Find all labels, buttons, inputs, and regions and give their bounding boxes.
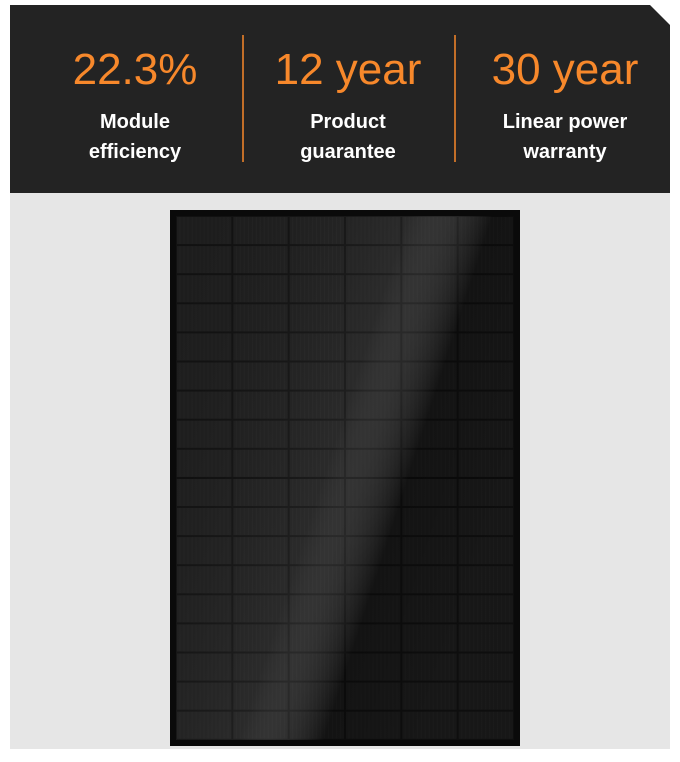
stat-label: warranty <box>522 141 607 163</box>
graphic: 22.3% Module efficiency 12 year Product guara… <box>0 0 680 762</box>
stats-band <box>10 5 670 193</box>
stat-label: Module <box>100 111 170 133</box>
stat-label: efficiency <box>89 141 182 163</box>
stat-label: Product <box>310 111 386 133</box>
stat-value: 22.3% <box>73 45 198 94</box>
solar-panel <box>170 210 520 746</box>
stat-label: Linear power <box>503 111 628 133</box>
stat-value: 30 year <box>492 45 639 94</box>
stat-label: guarantee <box>300 141 396 163</box>
page: 22.3% Module efficiency 12 year Product guara… <box>0 0 680 762</box>
stat-value: 12 year <box>275 45 422 94</box>
